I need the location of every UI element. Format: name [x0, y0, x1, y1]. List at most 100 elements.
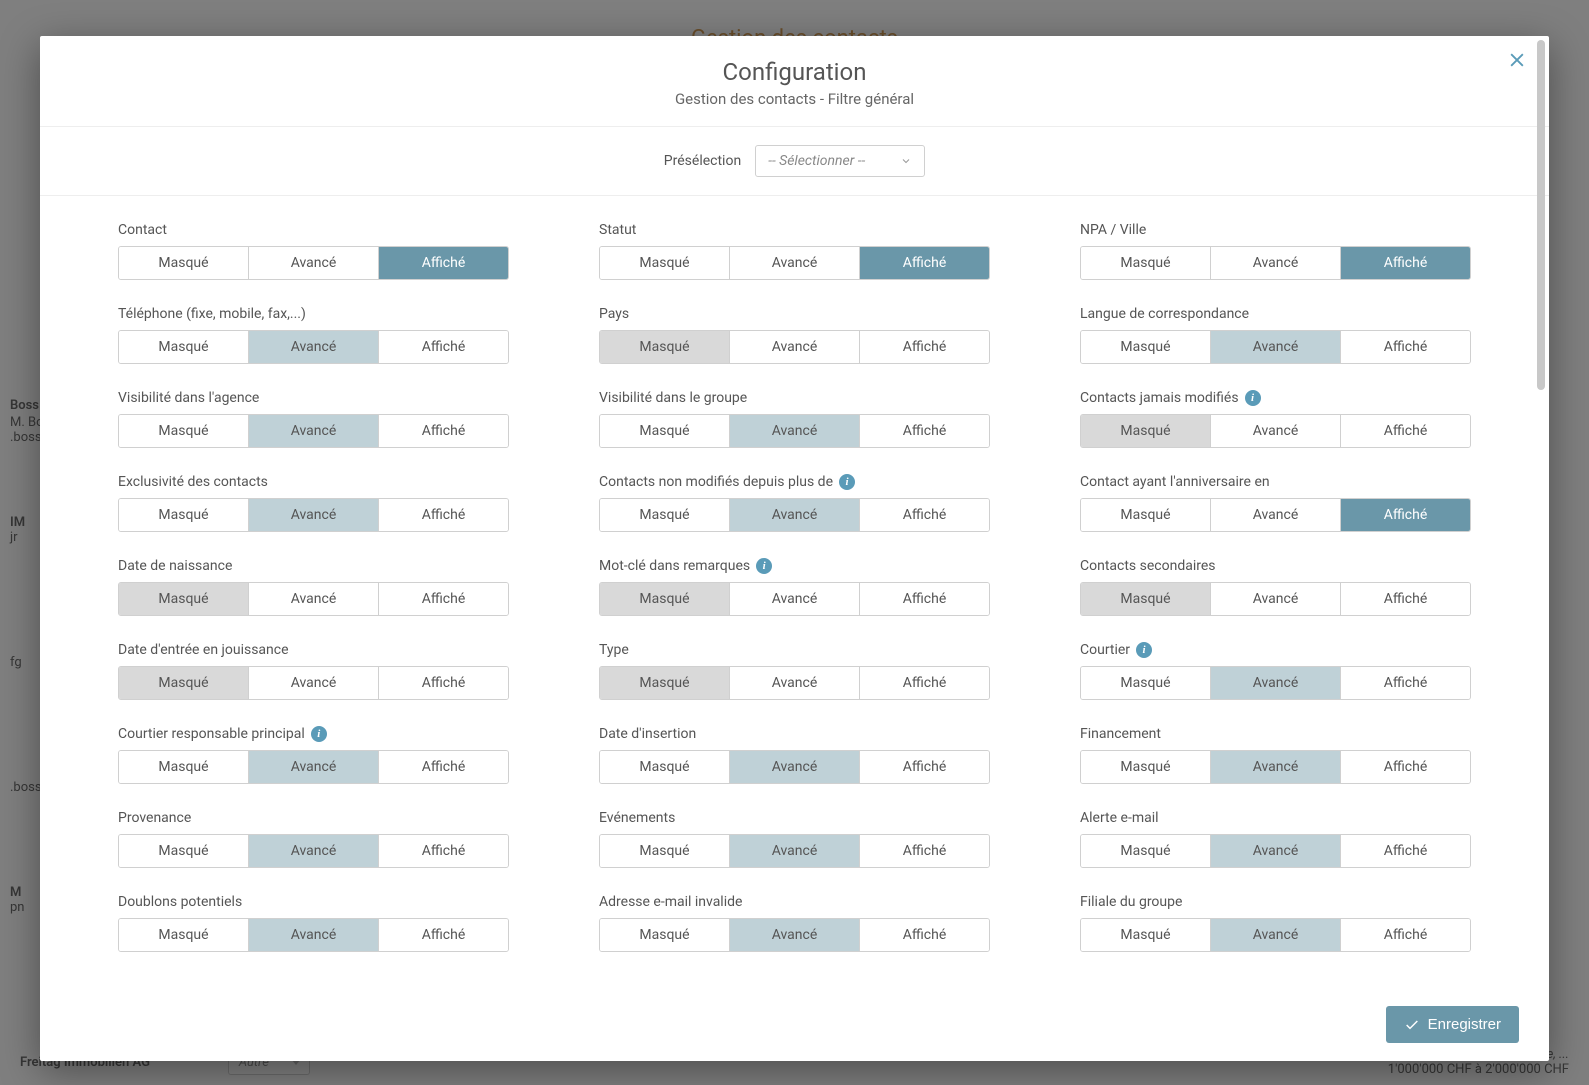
toggle-option-affiche[interactable]: Affiché — [860, 247, 989, 279]
field-label-text: NPA / Ville — [1080, 222, 1146, 238]
toggle-option-affiche[interactable]: Affiché — [379, 919, 508, 951]
toggle-option-avance[interactable]: Avancé — [1211, 247, 1341, 279]
toggle-option-avance[interactable]: Avancé — [730, 247, 860, 279]
modal-scroll-area[interactable]: Configuration Gestion des contacts - Fil… — [40, 36, 1549, 1061]
toggle-option-masque[interactable]: Masqué — [119, 331, 249, 363]
toggle-option-masque[interactable]: Masqué — [600, 415, 730, 447]
toggle-option-masque[interactable]: Masqué — [1081, 667, 1211, 699]
toggle-option-masque[interactable]: Masqué — [119, 751, 249, 783]
toggle-option-affiche[interactable]: Affiché — [379, 583, 508, 615]
toggle-option-avance[interactable]: Avancé — [249, 247, 379, 279]
visibility-toggle: MasquéAvancéAffiché — [599, 834, 990, 868]
toggle-option-avance[interactable]: Avancé — [1211, 667, 1341, 699]
toggle-option-affiche[interactable]: Affiché — [860, 667, 989, 699]
toggle-option-avance[interactable]: Avancé — [249, 499, 379, 531]
save-button[interactable]: Enregistrer — [1386, 1006, 1519, 1043]
toggle-option-masque[interactable]: Masqué — [119, 835, 249, 867]
toggle-option-affiche[interactable]: Affiché — [379, 499, 508, 531]
toggle-option-affiche[interactable]: Affiché — [1341, 919, 1470, 951]
toggle-option-masque[interactable]: Masqué — [1081, 247, 1211, 279]
toggle-option-affiche[interactable]: Affiché — [860, 751, 989, 783]
toggle-option-masque[interactable]: Masqué — [119, 919, 249, 951]
toggle-option-avance[interactable]: Avancé — [730, 667, 860, 699]
close-icon — [1507, 50, 1527, 70]
toggle-option-masque[interactable]: Masqué — [119, 499, 249, 531]
scrollbar-thumb[interactable] — [1537, 40, 1545, 390]
toggle-option-masque[interactable]: Masqué — [119, 583, 249, 615]
toggle-option-affiche[interactable]: Affiché — [860, 919, 989, 951]
toggle-option-affiche[interactable]: Affiché — [1341, 667, 1470, 699]
toggle-option-avance[interactable]: Avancé — [1211, 415, 1341, 447]
toggle-option-avance[interactable]: Avancé — [249, 835, 379, 867]
toggle-option-masque[interactable]: Masqué — [1081, 499, 1211, 531]
toggle-option-masque[interactable]: Masqué — [119, 247, 249, 279]
toggle-option-avance[interactable]: Avancé — [1211, 751, 1341, 783]
chevron-down-icon — [900, 155, 912, 167]
toggle-option-avance[interactable]: Avancé — [1211, 835, 1341, 867]
toggle-option-affiche[interactable]: Affiché — [860, 835, 989, 867]
toggle-option-avance[interactable]: Avancé — [249, 919, 379, 951]
toggle-option-affiche[interactable]: Affiché — [1341, 331, 1470, 363]
toggle-option-avance[interactable]: Avancé — [249, 415, 379, 447]
toggle-option-affiche[interactable]: Affiché — [379, 835, 508, 867]
toggle-option-avance[interactable]: Avancé — [249, 583, 379, 615]
toggle-option-avance[interactable]: Avancé — [730, 835, 860, 867]
visibility-toggle: MasquéAvancéAffiché — [1080, 582, 1471, 616]
visibility-toggle: MasquéAvancéAffiché — [118, 330, 509, 364]
toggle-option-affiche[interactable]: Affiché — [379, 415, 508, 447]
preselect-dropdown[interactable]: -- Sélectionner -- — [755, 145, 925, 177]
toggle-option-masque[interactable]: Masqué — [119, 415, 249, 447]
toggle-option-avance[interactable]: Avancé — [730, 499, 860, 531]
toggle-option-masque[interactable]: Masqué — [1081, 751, 1211, 783]
toggle-option-masque[interactable]: Masqué — [600, 919, 730, 951]
toggle-option-affiche[interactable]: Affiché — [379, 751, 508, 783]
toggle-option-affiche[interactable]: Affiché — [379, 331, 508, 363]
toggle-option-masque[interactable]: Masqué — [1081, 835, 1211, 867]
toggle-option-masque[interactable]: Masqué — [1081, 919, 1211, 951]
toggle-option-avance[interactable]: Avancé — [249, 751, 379, 783]
toggle-option-masque[interactable]: Masqué — [600, 583, 730, 615]
toggle-option-avance[interactable]: Avancé — [1211, 583, 1341, 615]
toggle-option-affiche[interactable]: Affiché — [860, 499, 989, 531]
toggle-option-masque[interactable]: Masqué — [119, 667, 249, 699]
toggle-option-affiche[interactable]: Affiché — [379, 667, 508, 699]
info-icon[interactable]: i — [839, 474, 855, 490]
toggle-option-affiche[interactable]: Affiché — [379, 247, 508, 279]
toggle-option-avance[interactable]: Avancé — [730, 415, 860, 447]
toggle-option-avance[interactable]: Avancé — [249, 667, 379, 699]
toggle-option-avance[interactable]: Avancé — [730, 583, 860, 615]
info-icon[interactable]: i — [756, 558, 772, 574]
toggle-option-avance[interactable]: Avancé — [1211, 331, 1341, 363]
toggle-option-masque[interactable]: Masqué — [1081, 583, 1211, 615]
toggle-option-affiche[interactable]: Affiché — [1341, 583, 1470, 615]
info-icon[interactable]: i — [311, 726, 327, 742]
toggle-option-avance[interactable]: Avancé — [730, 331, 860, 363]
info-icon[interactable]: i — [1136, 642, 1152, 658]
toggle-option-avance[interactable]: Avancé — [730, 751, 860, 783]
toggle-option-masque[interactable]: Masqué — [600, 247, 730, 279]
toggle-option-masque[interactable]: Masqué — [600, 751, 730, 783]
toggle-option-affiche[interactable]: Affiché — [860, 583, 989, 615]
toggle-option-masque[interactable]: Masqué — [600, 667, 730, 699]
toggle-option-affiche[interactable]: Affiché — [1341, 835, 1470, 867]
toggle-option-affiche[interactable]: Affiché — [1341, 751, 1470, 783]
toggle-option-affiche[interactable]: Affiché — [1341, 415, 1470, 447]
toggle-option-avance[interactable]: Avancé — [1211, 919, 1341, 951]
toggle-option-avance[interactable]: Avancé — [730, 919, 860, 951]
toggle-option-masque[interactable]: Masqué — [1081, 415, 1211, 447]
close-button[interactable] — [1503, 50, 1531, 78]
toggle-option-masque[interactable]: Masqué — [1081, 331, 1211, 363]
toggle-option-affiche[interactable]: Affiché — [1341, 247, 1470, 279]
toggle-option-masque[interactable]: Masqué — [600, 835, 730, 867]
visibility-toggle: MasquéAvancéAffiché — [118, 414, 509, 448]
field-block: Visibilité dans l'agenceMasquéAvancéAffi… — [118, 390, 509, 448]
info-icon[interactable]: i — [1245, 390, 1261, 406]
toggle-option-affiche[interactable]: Affiché — [1341, 499, 1470, 531]
toggle-option-masque[interactable]: Masqué — [600, 499, 730, 531]
toggle-option-masque[interactable]: Masqué — [600, 331, 730, 363]
toggle-option-affiche[interactable]: Affiché — [860, 415, 989, 447]
field-block: Contacts jamais modifiésiMasquéAvancéAff… — [1080, 390, 1471, 448]
toggle-option-affiche[interactable]: Affiché — [860, 331, 989, 363]
toggle-option-avance[interactable]: Avancé — [249, 331, 379, 363]
toggle-option-avance[interactable]: Avancé — [1211, 499, 1341, 531]
